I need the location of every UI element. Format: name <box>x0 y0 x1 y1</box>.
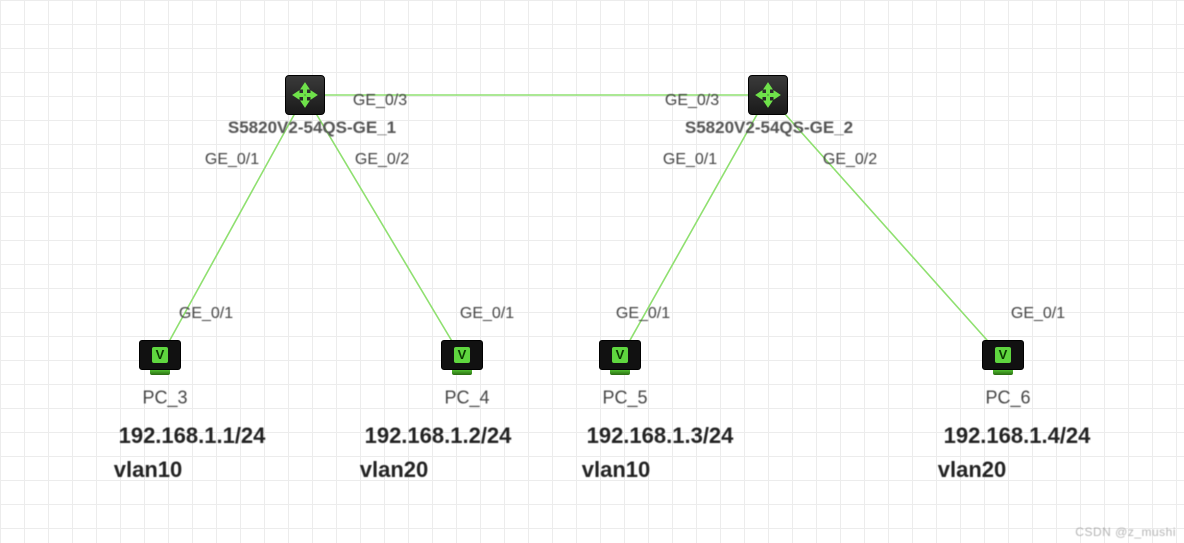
pc-icon: V <box>139 340 181 376</box>
pc-icon: V <box>982 340 1024 376</box>
pc-pc6[interactable]: V <box>982 340 1024 376</box>
port-label: GE_0/1 <box>1011 305 1065 323</box>
pc-label: PC_4 <box>444 388 489 409</box>
pc-pc4[interactable]: V <box>441 340 483 376</box>
pc-pc3[interactable]: V <box>139 340 181 376</box>
switch-label: S5820V2-54QS-GE_1 <box>228 118 396 138</box>
port-label: GE_0/3 <box>353 92 407 110</box>
switch-label: S5820V2-54QS-GE_2 <box>685 118 853 138</box>
ip-label: 192.168.1.2/24 <box>365 423 512 449</box>
pc-label: PC_6 <box>985 388 1030 409</box>
ip-label: 192.168.1.3/24 <box>587 423 734 449</box>
pc-icon: V <box>599 340 641 376</box>
port-label: GE_0/1 <box>179 305 233 323</box>
switch-sw2[interactable] <box>748 75 788 115</box>
ip-label: 192.168.1.1/24 <box>119 423 266 449</box>
port-label: GE_0/2 <box>823 151 877 169</box>
topology-canvas: S5820V2-54QS-GE_1 GE_0/1 GE_0/2 GE_0/3 S5820… <box>0 0 1184 543</box>
vlan-label: vlan20 <box>360 457 429 483</box>
port-label: GE_0/3 <box>665 92 719 110</box>
vlan-label: vlan10 <box>114 457 183 483</box>
switch-sw1[interactable] <box>285 75 325 115</box>
port-label: GE_0/1 <box>663 151 717 169</box>
switch-icon <box>285 75 325 115</box>
pc-label: PC_3 <box>142 388 187 409</box>
vlan-label: vlan10 <box>582 457 651 483</box>
pc-label: PC_5 <box>602 388 647 409</box>
port-label: GE_0/1 <box>460 305 514 323</box>
vlan-label: vlan20 <box>938 457 1007 483</box>
ip-label: 192.168.1.4/24 <box>944 423 1091 449</box>
port-label: GE_0/1 <box>616 305 670 323</box>
port-label: GE_0/1 <box>205 151 259 169</box>
pc-icon: V <box>441 340 483 376</box>
port-label: GE_0/2 <box>355 151 409 169</box>
switch-icon <box>748 75 788 115</box>
pc-pc5[interactable]: V <box>599 340 641 376</box>
watermark: CSDN @z_mushi <box>1075 525 1176 539</box>
